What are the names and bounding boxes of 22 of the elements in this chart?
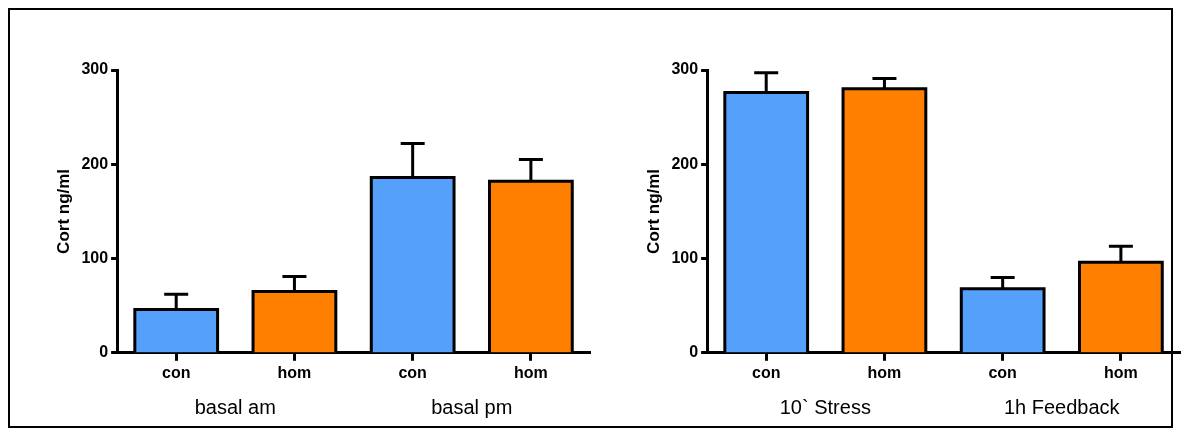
x-tick-label: con	[161, 363, 191, 381]
y-tick-label: 300	[81, 60, 109, 78]
y-tick-label: 0	[99, 343, 109, 361]
y-axis-title: Cort ng/ml	[53, 168, 73, 254]
x-tick-label: con	[988, 363, 1017, 381]
y-tick-label: 100	[671, 248, 699, 266]
y-tick-label: 0	[689, 343, 699, 361]
x-tick-label: hom	[867, 363, 902, 381]
y-tick-label: 200	[671, 154, 699, 172]
y-tick-label: 200	[81, 154, 109, 172]
x-tick-label: hom	[514, 363, 548, 381]
text: 1h Feedback	[1003, 395, 1121, 418]
y-tick-label: 100	[81, 248, 109, 266]
x-tick-label: con	[751, 363, 781, 381]
text: 10` Stress	[779, 395, 871, 418]
x-tick-label: hom	[277, 363, 312, 381]
x-tick-label: hom	[1104, 363, 1138, 381]
text: basal am	[194, 395, 276, 418]
y-tick-label: 300	[671, 60, 699, 78]
x-tick-label: con	[398, 363, 427, 381]
text: basal pm	[431, 395, 513, 418]
y-axis-title: Cort ng/ml	[643, 168, 663, 254]
